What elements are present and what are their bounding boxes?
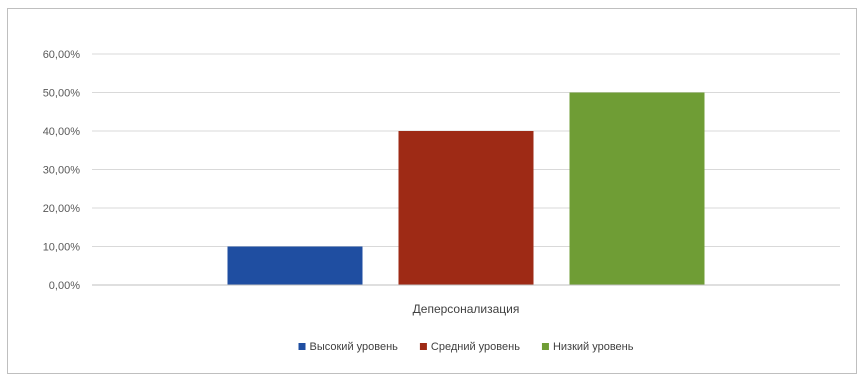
y-tick-label: 40,00% [43, 126, 81, 138]
y-tick-label: 50,00% [43, 88, 81, 100]
bars [227, 92, 705, 285]
bar-1 [227, 246, 363, 285]
legend-swatch [419, 343, 427, 350]
legend: Высокий уровень Средний уровень Низкий уро… [298, 341, 634, 353]
legend-swatch [541, 343, 549, 350]
y-tick-label: 30,00% [43, 165, 81, 177]
y-tick-label: 0,00% [49, 280, 80, 292]
y-tick-label: 20,00% [43, 203, 81, 215]
y-tick-label: 60,00% [43, 49, 81, 61]
bar-3 [569, 92, 705, 285]
gridlines [92, 53, 840, 247]
y-tick-label: 10,00% [43, 242, 81, 254]
y-axis-tick-labels: 0,00% 10,00% 20,00% 30,00% 40,00% 50,00% 60,00… [43, 49, 81, 292]
legend-swatch [298, 343, 306, 350]
category-label: Деперсонализация [413, 302, 520, 316]
legend-label: Низкий уровень [553, 341, 634, 353]
legend-label: Высокий уровень [310, 341, 399, 353]
bar-2 [398, 131, 534, 285]
legend-label: Средний уровень [431, 341, 520, 353]
